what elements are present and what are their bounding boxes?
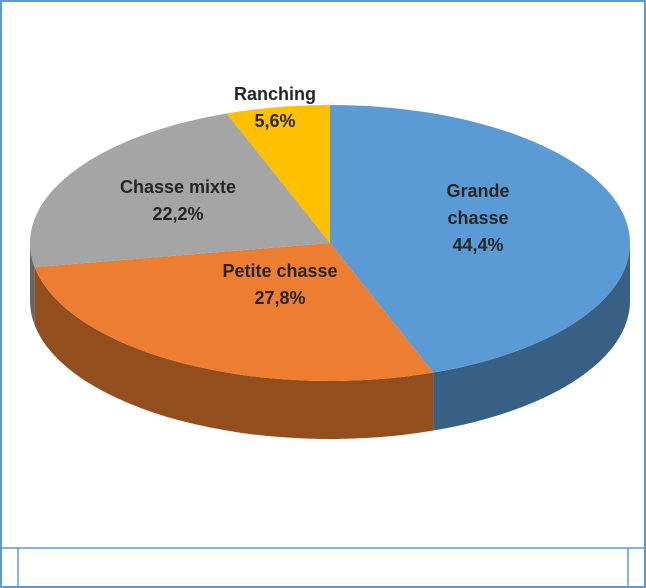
- category-label: Chasse mixte: [119, 177, 237, 197]
- data-label: Petite chasse 27,8%: [180, 258, 380, 312]
- slice: [29, 113, 330, 268]
- slice: [34, 243, 434, 381]
- slice: [330, 105, 630, 373]
- category-label: Grande chasse: [446, 181, 510, 228]
- data-label: Chasse mixte 22,2%: [78, 174, 278, 228]
- category-label: Petite chasse: [222, 261, 338, 281]
- category-label: Ranching: [233, 84, 316, 104]
- slice-side: [30, 243, 35, 326]
- slice-side: [433, 243, 631, 431]
- data-label: Grande chasse 44,4%: [428, 178, 528, 259]
- value-label: 27,8%: [254, 288, 306, 308]
- value-label: 44,4%: [452, 235, 504, 255]
- data-label: Ranching 5,6%: [195, 81, 355, 135]
- value-label: 22,2%: [152, 204, 204, 224]
- slice: [226, 105, 330, 243]
- value-label: 5,6%: [254, 111, 296, 131]
- slice-side: [34, 267, 434, 439]
